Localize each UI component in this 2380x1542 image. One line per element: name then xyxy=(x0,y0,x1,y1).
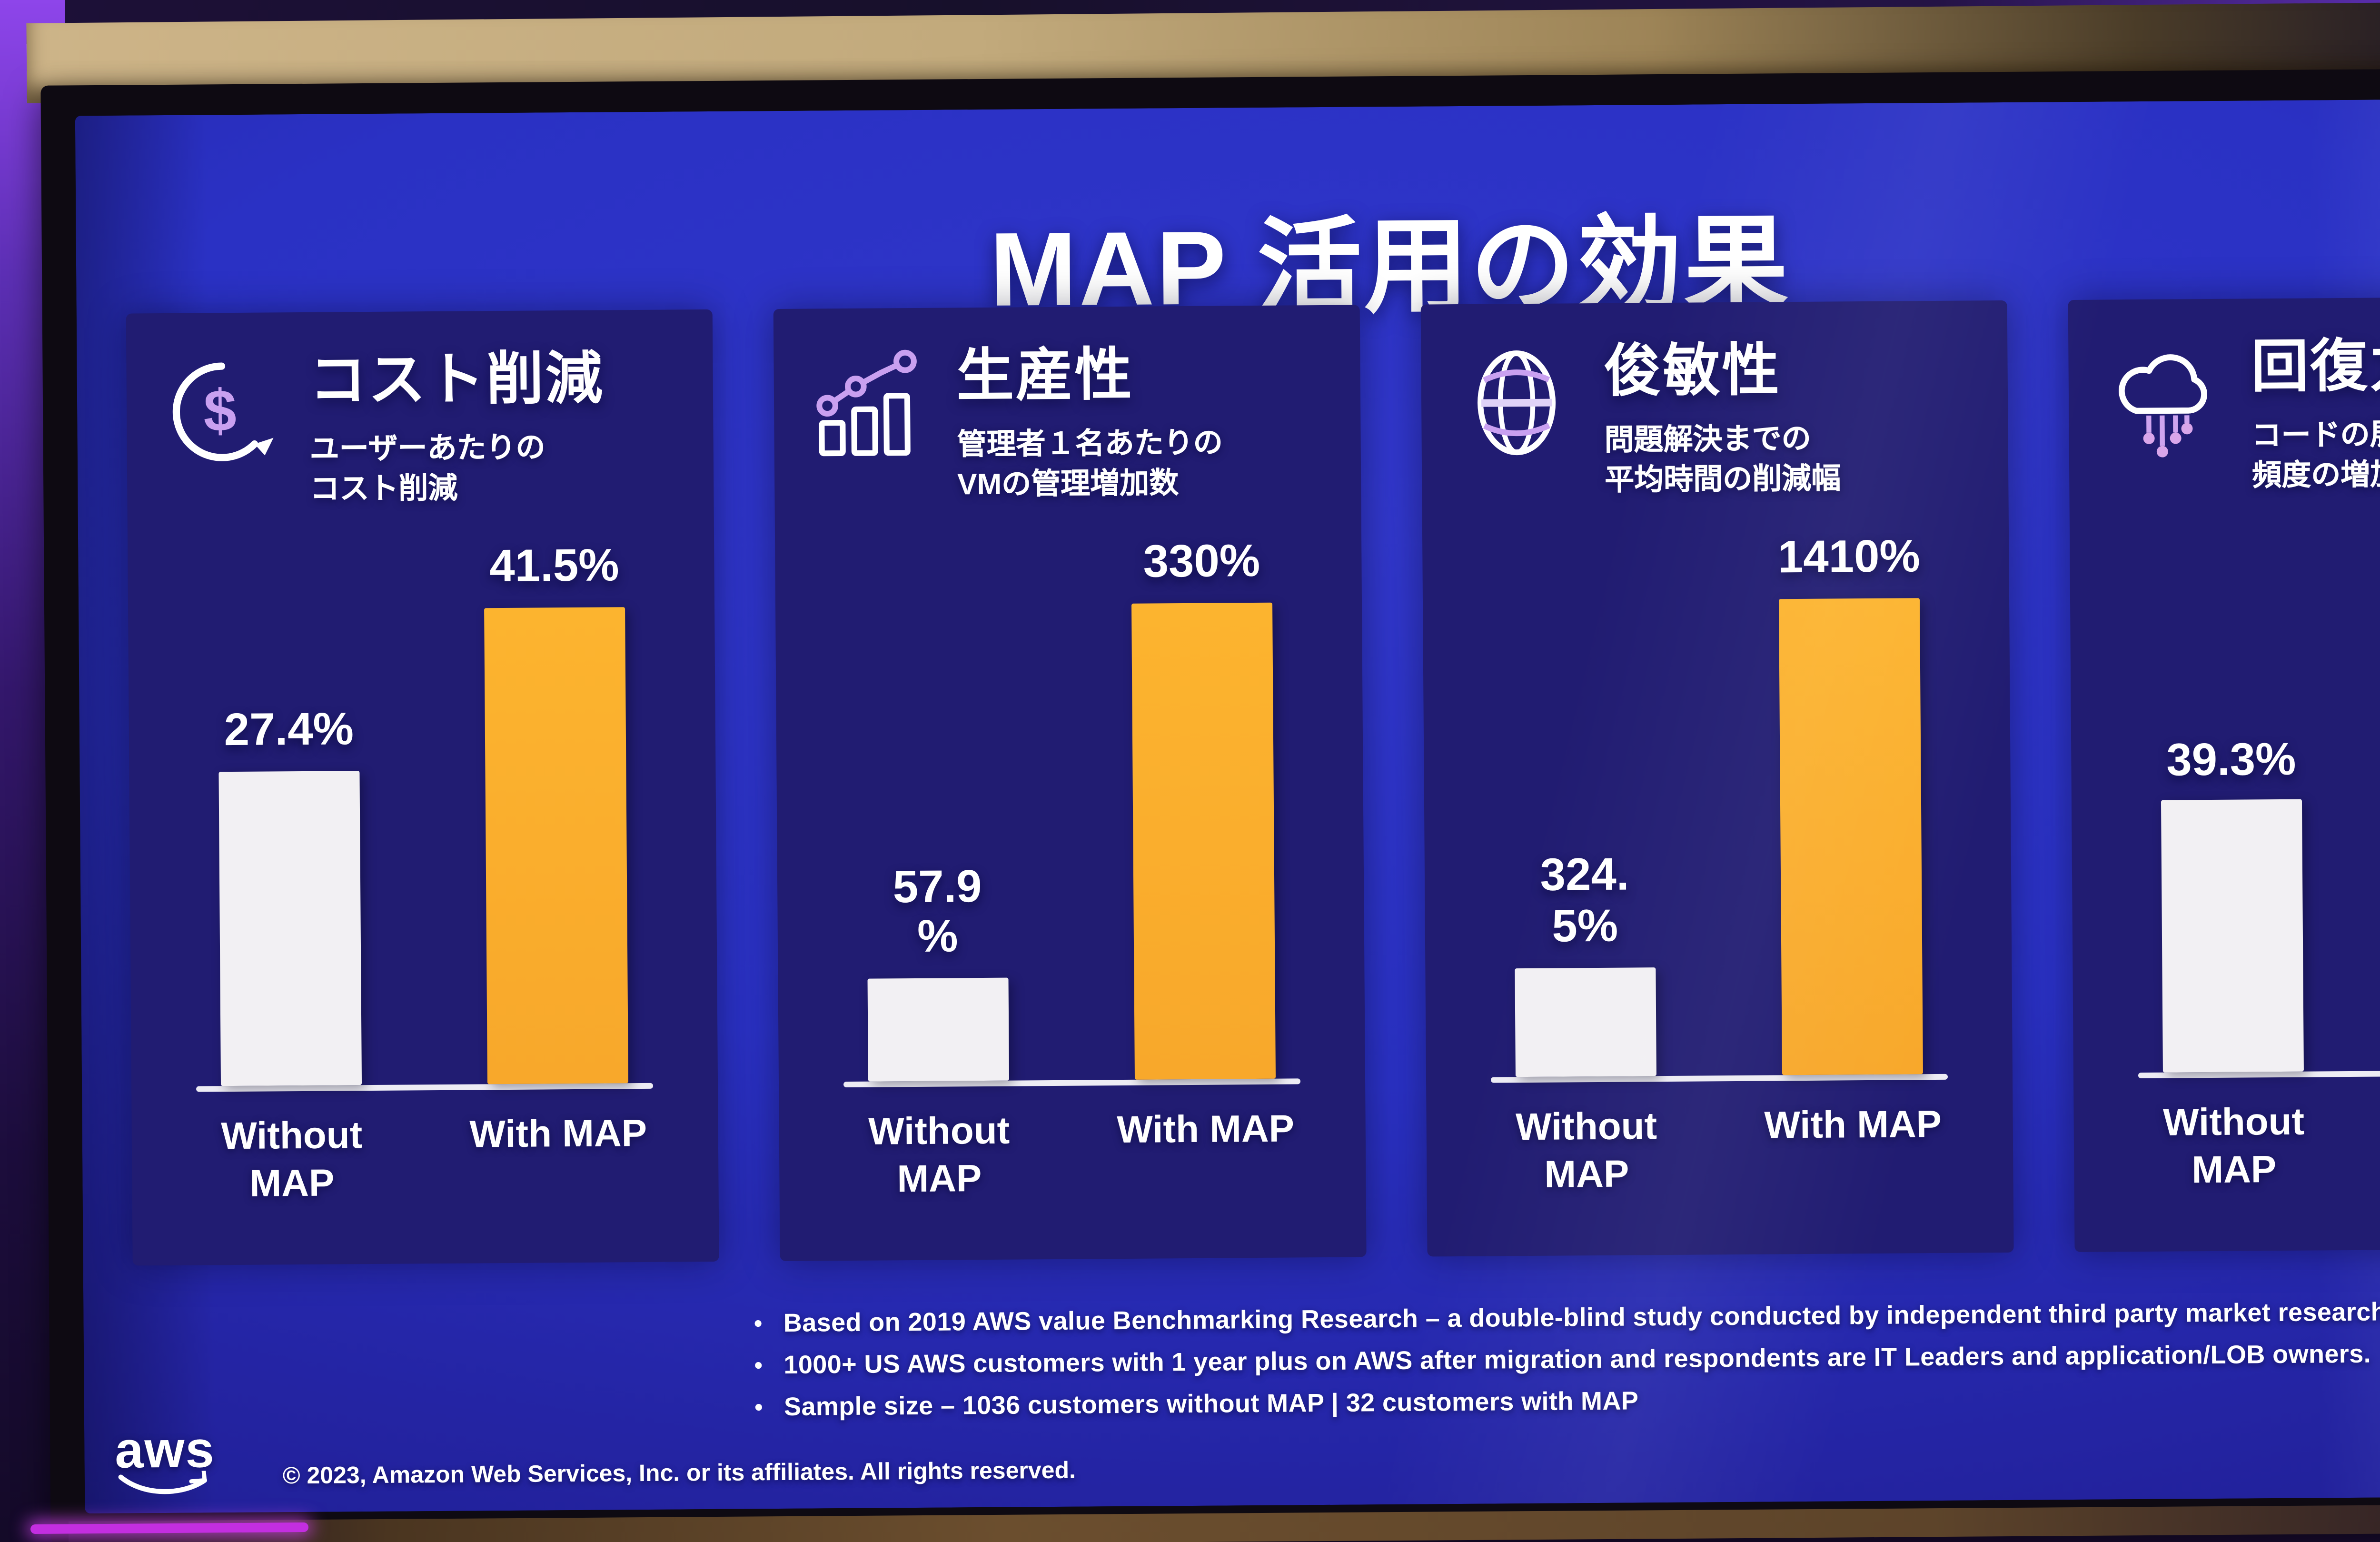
copyright-text: © 2023, Amazon Web Services, Inc. or its… xyxy=(282,1457,1076,1490)
bullet-icon: • xyxy=(754,1351,763,1380)
bar-chart: 57.9 % 330% Without MAP With MAP xyxy=(840,523,1301,1204)
bar-without-map xyxy=(1515,967,1656,1078)
tv-frame: MAP 活用の効果 $ コスト削減 xyxy=(40,67,2380,1542)
footnote-text: 1000+ US AWS customers with 1 year plus … xyxy=(783,1340,2371,1380)
panel-subtitle: コードの展開の 頻度の増加量 xyxy=(2251,418,2380,493)
bar-without-map xyxy=(218,771,362,1087)
metric-panel-cost-reduction: $ コスト削減 ユーザーあたりの コスト削減 27.4% xyxy=(126,309,719,1266)
footnote-text: Based on 2019 AWS value Benchmarking Res… xyxy=(783,1295,2380,1337)
bar-group-with-map: 1410% xyxy=(1757,532,1944,1076)
x-label-without-map: Without MAP xyxy=(2162,1102,2305,1192)
panel-subtitle: ユーザーあたりの コスト削減 xyxy=(309,431,545,507)
metric-panel-productivity: 生産性 管理者１名あたりの VMの管理増加数 57.9 % 330% xyxy=(773,305,1367,1261)
panel-header: 回復力 コードの展開の 頻度の増加量 xyxy=(2102,334,2380,498)
bar-chart-trend-icon xyxy=(808,346,931,469)
bar-chart: 39.3% 68.8% Without MAP With MAP xyxy=(2134,514,2380,1194)
panel-title: 俊敏性 xyxy=(1604,340,1782,404)
bar-chart: 27.4% 41.5% Without MAP With MAP xyxy=(192,527,654,1208)
dollar-cycle-icon: $ xyxy=(160,350,283,473)
x-label-with-map: With MAP xyxy=(1764,1104,1942,1148)
slide-screen: MAP 活用の効果 $ コスト削減 xyxy=(75,97,2380,1514)
bar-group-without-map: 27.4% xyxy=(198,705,383,1087)
footnote-text: Sample size – 1036 customers without MAP… xyxy=(783,1387,1639,1422)
panel-subtitle: 問題解決までの 平均時間の削減幅 xyxy=(1604,422,1841,497)
x-label-with-map: With MAP xyxy=(1117,1109,1295,1153)
panel-header: 俊敏性 問題解決までの 平均時間の削減幅 xyxy=(1455,338,1974,503)
metric-panel-resilience: 回復力 コードの展開の 頻度の増加量 39.3% 68.8% xyxy=(2068,296,2380,1253)
panel-title: 生産性 xyxy=(956,344,1134,409)
bar-without-map xyxy=(2161,800,2304,1073)
footnote-item: • 1000+ US AWS customers with 1 year plu… xyxy=(754,1336,2380,1384)
svg-text:$: $ xyxy=(203,378,237,444)
footnote-item: • Based on 2019 AWS value Benchmarking R… xyxy=(754,1293,2380,1342)
footnote-item: • Sample size – 1036 customers without M… xyxy=(754,1378,2380,1426)
bullet-icon: • xyxy=(754,1309,763,1338)
bar-value-without-map: 57.9 % xyxy=(892,861,982,964)
bar-group-with-map: 41.5% xyxy=(463,541,649,1085)
bar-value-with-map: 330% xyxy=(1143,537,1260,589)
metric-panels-row: $ コスト削減 ユーザーあたりの コスト削減 27.4% xyxy=(126,296,2380,1266)
bar-chart: 324. 5% 1410% Without MAP With MAP xyxy=(1487,518,1949,1199)
bar-with-map xyxy=(484,607,629,1085)
bar-group-without-map: 39.3% xyxy=(2140,734,2325,1073)
bar-group-without-map: 324. 5% xyxy=(1493,849,1677,1078)
panel-subtitle: 管理者１名あたりの VMの管理増加数 xyxy=(957,427,1223,502)
bar-value-without-map: 39.3% xyxy=(2166,734,2296,786)
bar-value-with-map: 1410% xyxy=(1777,532,1921,585)
x-label-without-map: Without MAP xyxy=(1515,1107,1657,1196)
bar-group-without-map: 57.9 % xyxy=(846,861,1030,1082)
bar-value-with-map: 41.5% xyxy=(489,541,619,594)
metric-panel-agility: 俊敏性 問題解決までの 平均時間の削減幅 324. 5% 1410% xyxy=(1420,300,2014,1257)
x-label-with-map: With MAP xyxy=(469,1114,647,1157)
aws-logo: aws xyxy=(115,1421,218,1502)
x-label-without-map: Without MAP xyxy=(221,1116,363,1205)
cloud-circuit-icon xyxy=(2102,337,2225,460)
footnotes: • Based on 2019 AWS value Benchmarking R… xyxy=(754,1293,2380,1434)
bar-with-map xyxy=(1778,598,1923,1076)
bar-with-map xyxy=(1131,603,1276,1080)
bar-value-without-map: 27.4% xyxy=(224,705,354,757)
globe-icon xyxy=(1455,341,1578,464)
bar-value-without-map: 324. 5% xyxy=(1540,849,1629,953)
aws-smile-icon xyxy=(118,1471,208,1494)
panel-title: 回復力 xyxy=(2251,335,2380,400)
bullet-icon: • xyxy=(754,1393,764,1423)
bar-without-map xyxy=(867,978,1010,1082)
bar-group-with-map: 330% xyxy=(1110,537,1297,1080)
panel-header: $ コスト削減 ユーザーあたりの コスト削減 xyxy=(160,348,679,512)
panel-title: コスト削減 xyxy=(309,348,605,413)
led-glow-line-left xyxy=(30,1522,309,1534)
panel-header: 生産性 管理者１名あたりの VMの管理増加数 xyxy=(808,343,1327,507)
x-label-without-map: Without MAP xyxy=(868,1111,1010,1201)
